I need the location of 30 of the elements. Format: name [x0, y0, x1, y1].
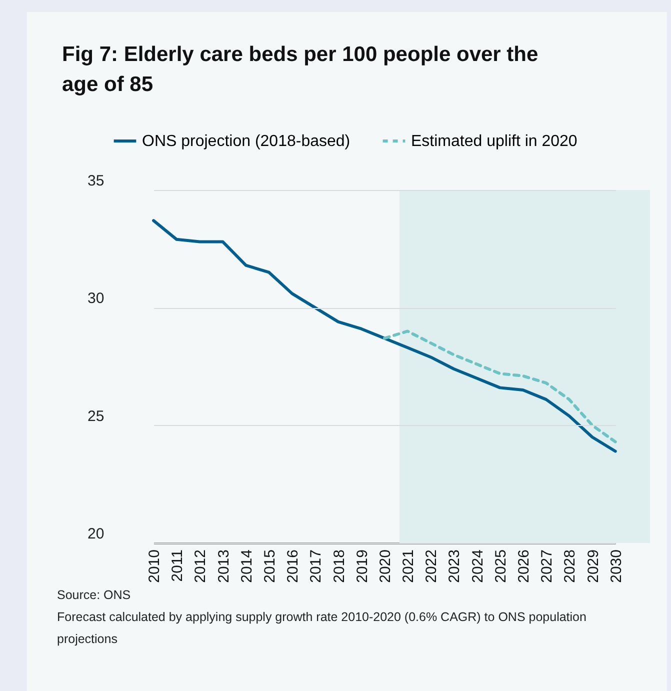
y-tick-label: 35 [88, 172, 104, 190]
x-tick-label: 2017 [308, 550, 325, 583]
legend-label: Estimated uplift in 2020 [411, 133, 578, 150]
text: Forecast calculated by applying supply growth rate 2010-2020 (0.6% CAGR) to ONS population projections [57, 609, 588, 648]
x-tick-label: 2022 [423, 550, 440, 583]
x-tick-label: 2011 [169, 550, 186, 582]
x-tick-label: 2026 [516, 550, 532, 583]
y-tick-label: 25 [88, 408, 104, 425]
x-tick-label: 2020 [376, 550, 394, 583]
x-tick-label: 2016 [284, 550, 302, 583]
x-tick-label: 2018 [330, 550, 348, 583]
x-tick-label: 2013 [215, 550, 232, 583]
x-tick-label: 2021 [400, 550, 418, 583]
x-tick-label: 2015 [262, 550, 278, 583]
x-tick-label: 2030 [608, 550, 625, 583]
x-tick-label: 2010 [146, 550, 164, 583]
x-tick-label: 2028 [562, 550, 579, 583]
x-tick-label: 2029 [584, 550, 602, 583]
legend-label: ONS projection (2018-based) [142, 133, 350, 150]
x-tick-label: 2014 [238, 550, 256, 583]
x-tick-label: 2025 [492, 550, 510, 583]
y-tick-label: 30 [88, 290, 104, 308]
x-tick-label: 2024 [469, 550, 486, 583]
x-tick-label: 2027 [538, 550, 556, 583]
x-tick-label: 2019 [354, 550, 371, 583]
chart-title: Fig 7: Elderly care beds per 100 people over the age of 85 [62, 42, 540, 98]
y-tick-label: 20 [88, 526, 104, 542]
source-note: Source: ONS [57, 587, 132, 604]
x-tick-label: 2023 [446, 550, 464, 583]
x-tick-label: 2012 [192, 550, 210, 583]
